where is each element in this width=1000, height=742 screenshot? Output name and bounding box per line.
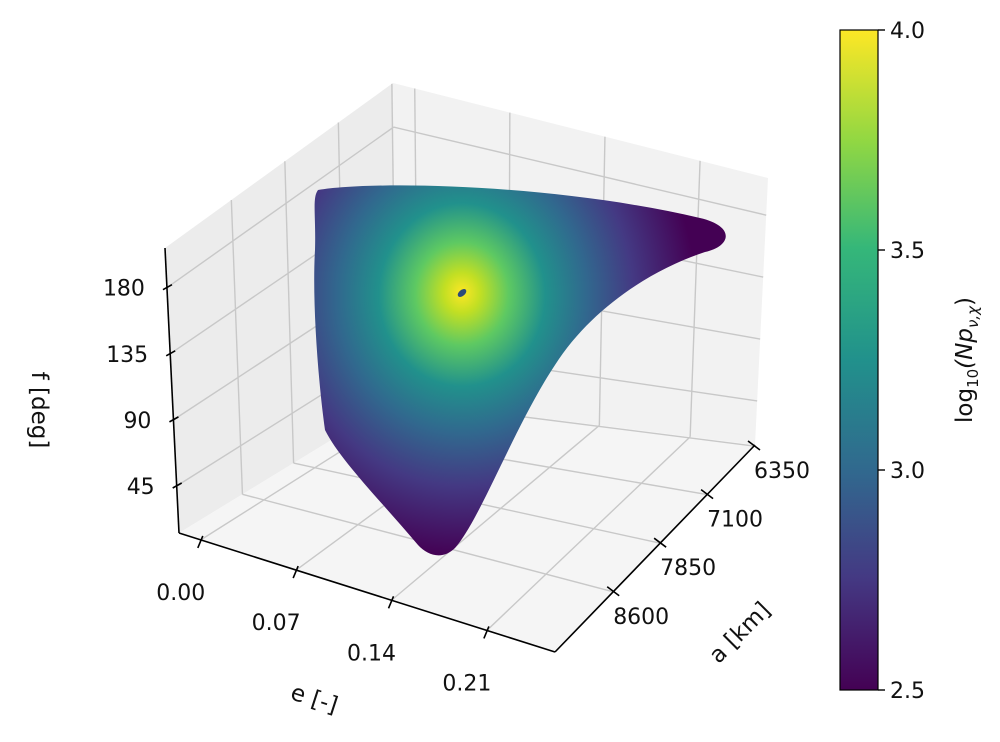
x-tick bbox=[483, 626, 490, 639]
y-tick bbox=[653, 537, 667, 548]
y-tick bbox=[700, 488, 714, 500]
density-peak bbox=[457, 289, 467, 297]
scatter-points bbox=[314, 185, 726, 556]
colorbar: 2.5 3.0 3.5 4.0 bbox=[839, 19, 925, 704]
colorbar-gradient bbox=[839, 29, 879, 691]
z-tick bbox=[162, 283, 173, 291]
floor-gridline-e bbox=[486, 436, 691, 631]
y-tick-label: 7100 bbox=[707, 508, 763, 533]
x-axis-label: e [-] bbox=[287, 680, 340, 719]
z-tick bbox=[165, 350, 176, 357]
x-tick bbox=[197, 535, 204, 549]
z-tick bbox=[172, 482, 183, 489]
x-tick-label: 0.14 bbox=[347, 641, 396, 666]
x-tick-label: 0.21 bbox=[442, 671, 491, 696]
colorbar-tick-label: 3.5 bbox=[890, 239, 925, 264]
colorbar-tick-label: 2.5 bbox=[890, 679, 925, 704]
x-tick bbox=[292, 565, 299, 579]
z-tick-label: 90 bbox=[123, 409, 151, 434]
scatter-point-cloud bbox=[314, 185, 726, 556]
z-tick-label: 45 bbox=[127, 475, 155, 500]
y-tick-label: 6350 bbox=[754, 459, 810, 484]
x-axis-line bbox=[178, 532, 556, 653]
axes: 45 90 135 180 0.00 0.07 0.14 0.21 6350 7100 7850 86… bbox=[103, 247, 810, 696]
y-axis-label: a [km] bbox=[704, 597, 775, 668]
y-tick bbox=[747, 440, 761, 451]
colorbar-tick-label: 3.0 bbox=[890, 459, 925, 484]
z-tick-label: 180 bbox=[103, 277, 145, 302]
y-axis-line bbox=[554, 444, 756, 653]
colorbar-label: log10(Npν,χ) bbox=[952, 297, 982, 423]
colorbar-tick-label: 4.0 bbox=[890, 19, 925, 44]
x-tick bbox=[387, 595, 395, 609]
y-tick bbox=[606, 586, 620, 597]
left-gridline-f bbox=[166, 126, 394, 289]
x-tick-label: 0.07 bbox=[252, 611, 301, 636]
z-tick bbox=[169, 416, 179, 423]
y-tick-label: 8600 bbox=[613, 605, 669, 630]
z-axis-label: f [deg] bbox=[26, 372, 52, 449]
z-tick-label: 135 bbox=[106, 343, 148, 368]
x-tick-label: 0.00 bbox=[156, 581, 205, 606]
floor-gridline-e bbox=[391, 424, 600, 601]
back-gridline-f bbox=[393, 126, 767, 216]
y-tick-label: 7850 bbox=[660, 556, 716, 581]
